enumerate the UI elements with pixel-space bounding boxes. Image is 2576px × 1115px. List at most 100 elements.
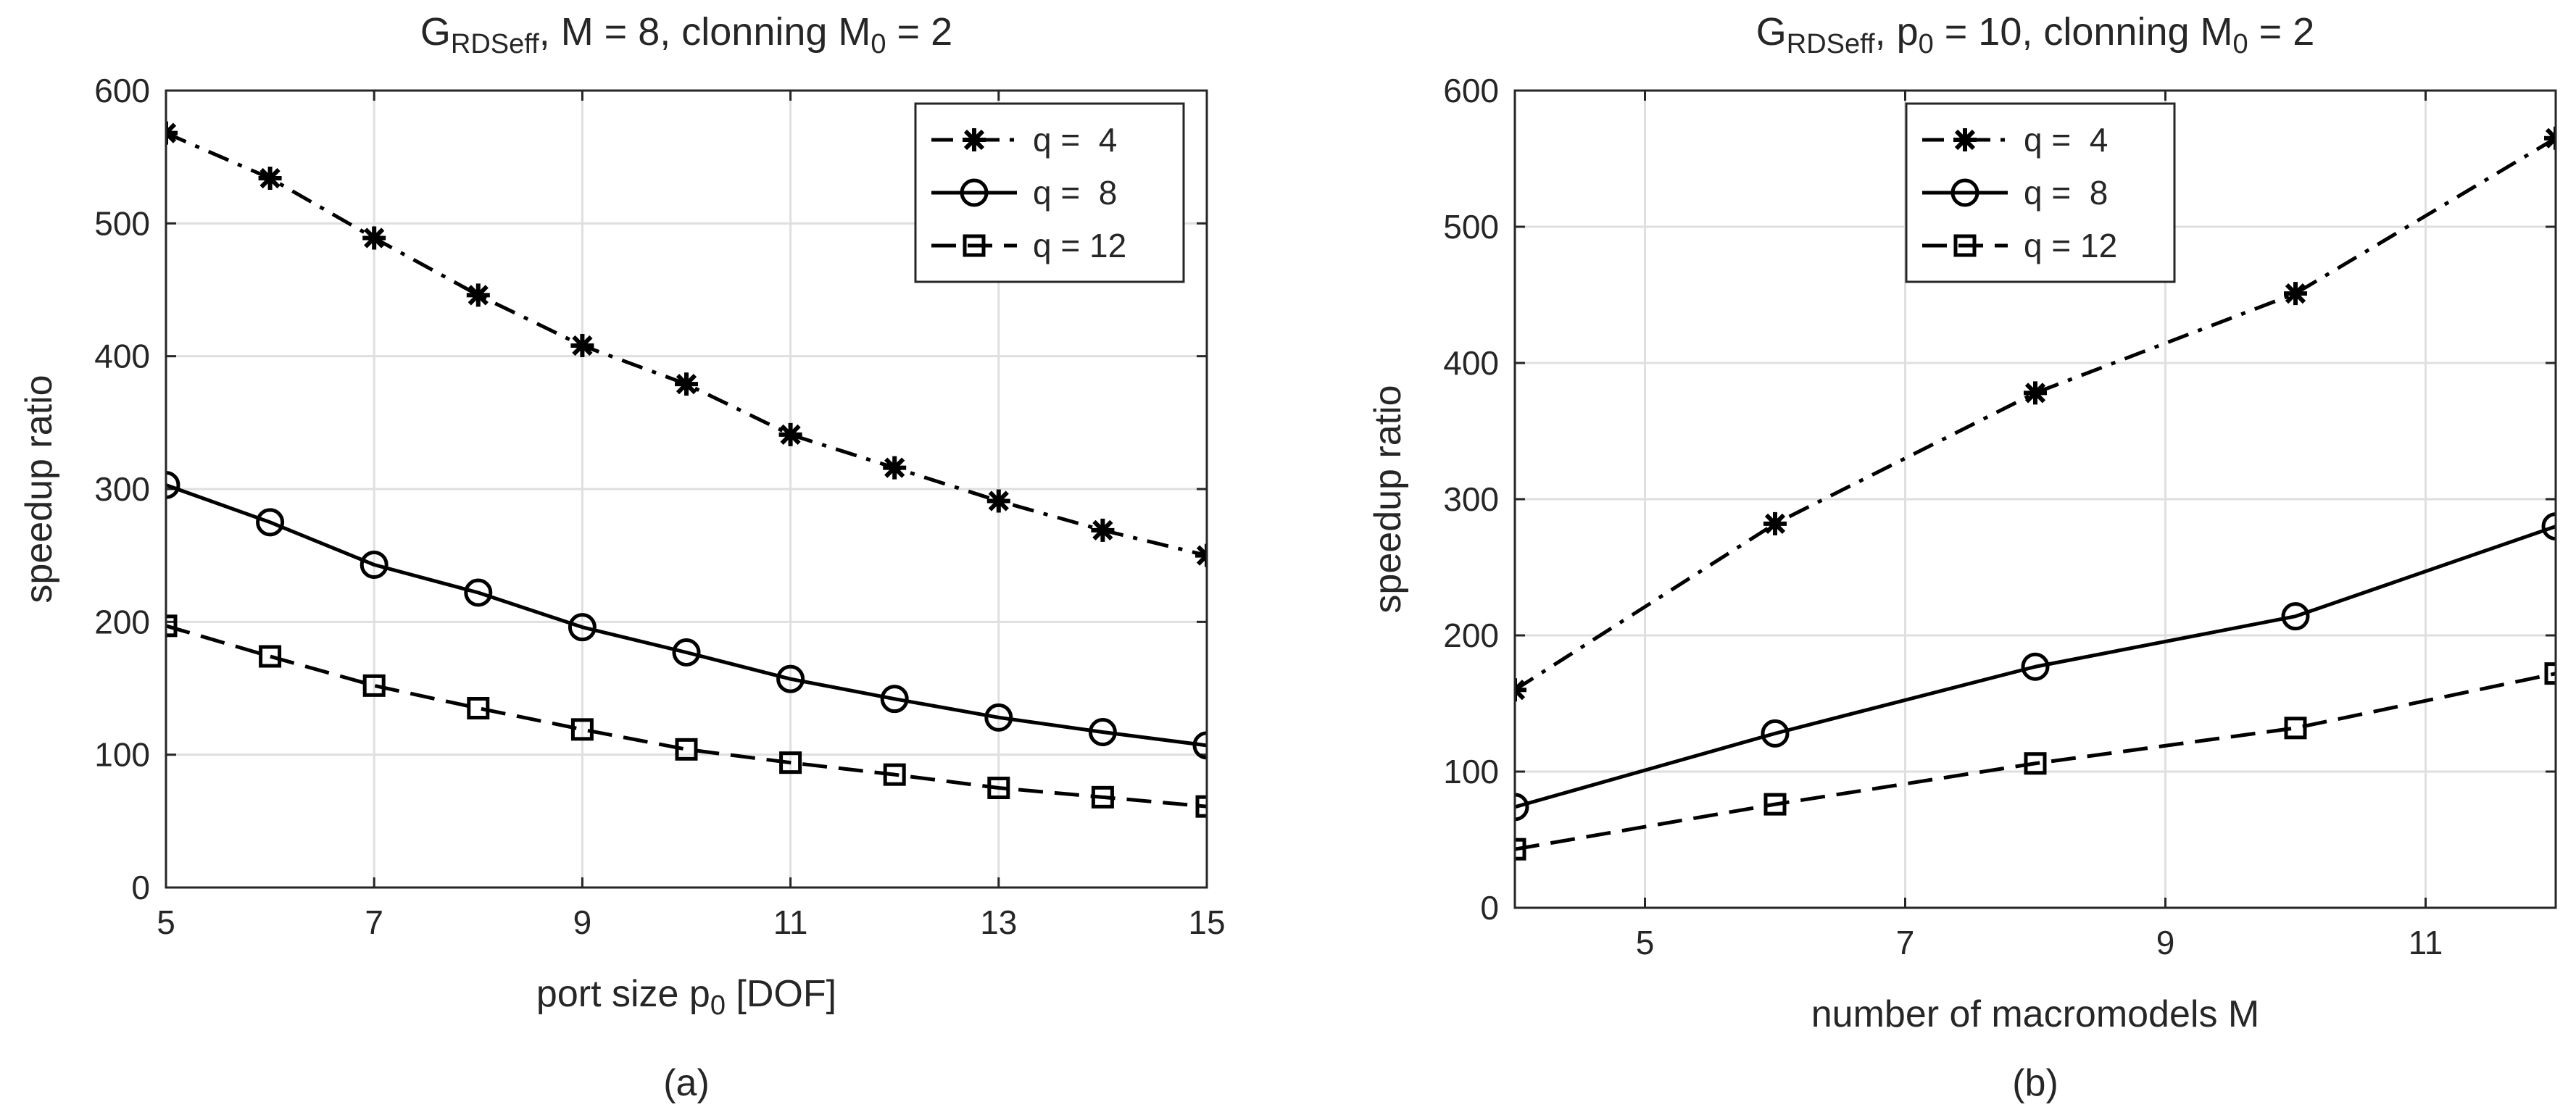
- x-label-text: [DOF]: [726, 973, 836, 1015]
- legend-label: q = 4: [2024, 121, 2108, 159]
- x-tick-label: 5: [157, 903, 175, 941]
- data-point-circle: [776, 664, 805, 693]
- series-1: [166, 121, 1207, 567]
- title-base: G: [420, 10, 451, 54]
- x-tick-label: 15: [1188, 903, 1225, 941]
- data-point-circle: [672, 638, 701, 667]
- data-point-square: [779, 751, 802, 774]
- y-tick-label: 500: [1443, 208, 1499, 246]
- data-point-asterisk: [258, 167, 282, 190]
- y-tick-label: 400: [94, 338, 150, 375]
- data-point-circle: [568, 613, 597, 642]
- title-text: , M = 8, clonning M: [539, 10, 871, 54]
- data-point-square: [1763, 793, 1787, 816]
- series-3: [1515, 662, 2556, 861]
- y-tick-label: 200: [1443, 617, 1499, 654]
- chart-title: GRDSeff, M = 8, clonning M0 = 2: [420, 10, 952, 59]
- x-label-text: number of macromodels M: [1811, 993, 2259, 1035]
- legend-marker-square: [963, 234, 986, 257]
- y-tick-label: 0: [1480, 889, 1499, 927]
- series-3: [166, 614, 1207, 818]
- data-point-circle: [1515, 793, 1529, 822]
- data-point-asterisk: [1091, 518, 1115, 542]
- data-point-circle: [1761, 719, 1790, 748]
- x-tick-label: 7: [1896, 924, 1915, 961]
- title-base: G: [1756, 10, 1787, 54]
- y-tick-label: 200: [94, 603, 150, 640]
- legend-marker-circle: [1950, 178, 1979, 207]
- data-point-circle: [256, 508, 285, 537]
- data-point-square: [362, 674, 386, 697]
- data-point-circle: [2021, 652, 2050, 681]
- x-tick-label: 11: [2409, 924, 2443, 961]
- legend-label: q = 8: [2024, 174, 2108, 212]
- y-tick-label: 600: [94, 72, 150, 109]
- legend: q = 4 q = 8 q = 12: [1905, 102, 2176, 283]
- panel-caption: (a): [663, 1062, 710, 1104]
- data-point-square: [259, 645, 282, 668]
- data-point-square: [1195, 795, 1207, 818]
- y-tick-label: 100: [1443, 753, 1499, 790]
- data-point-circle: [984, 703, 1013, 732]
- data-point-square: [883, 763, 906, 786]
- data-point-asterisk: [778, 422, 802, 446]
- data-point-circle: [880, 685, 909, 714]
- title-text: = 10, clonning M: [1934, 10, 2233, 54]
- chart-panel-a: 5 7 9 11 13 15 0 100 200 300 400 500 600 GRDSeff, M =…: [18, 10, 1226, 1104]
- data-point-square: [1091, 785, 1114, 809]
- axes-box: [165, 89, 1208, 889]
- data-point-circle: [1192, 731, 1207, 760]
- data-point-circle: [1088, 718, 1117, 746]
- title-subscript: RDSeff: [451, 29, 539, 59]
- data-point-square: [2284, 717, 2307, 740]
- data-point-circle: [2281, 602, 2310, 631]
- data-point-square: [675, 738, 698, 761]
- y-tick-label: 600: [1443, 72, 1499, 109]
- data-point-asterisk: [986, 489, 1010, 513]
- legend-label: q = 8: [1033, 174, 1117, 212]
- axes-box: [1513, 89, 2557, 909]
- data-point-square: [987, 777, 1010, 799]
- legend-label: q = 12: [1033, 227, 1126, 264]
- title-subscript: 0: [2233, 29, 2248, 59]
- data-point-square: [166, 614, 178, 638]
- data-point-circle: [464, 578, 493, 607]
- data-point-square: [467, 697, 490, 719]
- title-text: = 2: [886, 10, 953, 54]
- series-2: [166, 471, 1207, 760]
- data-point-asterisk: [883, 456, 907, 480]
- x-axis-label: number of macromodels M: [1811, 993, 2259, 1035]
- series-2: [1515, 512, 2556, 822]
- y-axis-label: speedup ratio: [18, 375, 60, 603]
- data-point-circle: [166, 471, 180, 499]
- data-point-asterisk: [570, 334, 594, 357]
- data-point-asterisk: [2284, 282, 2307, 306]
- x-axis-label: port size p0 [DOF]: [536, 973, 836, 1021]
- legend-marker-square: [1953, 234, 1977, 257]
- data-point-square: [2024, 752, 2047, 775]
- x-label-text: port size p: [536, 973, 710, 1015]
- chart-title: GRDSeff, p0 = 10, clonning M0 = 2: [1756, 10, 2314, 59]
- y-tick-label: 400: [1443, 344, 1499, 382]
- series-line: [1515, 525, 2556, 809]
- y-axis-label: speedup ratio: [1367, 385, 1409, 613]
- data-point-circle: [2541, 512, 2556, 541]
- legend-marker-circle: [960, 178, 989, 207]
- x-tick-label: 7: [365, 903, 383, 941]
- title-subscript: 0: [1919, 29, 1934, 59]
- legend-marker-asterisk: [963, 128, 986, 151]
- legend: q = 4 q = 8 q = 12: [914, 102, 1185, 283]
- title-subscript: 0: [871, 29, 886, 59]
- data-point-square: [2544, 662, 2556, 685]
- x-label-subscript: 0: [710, 990, 726, 1021]
- series-1: [1515, 126, 2556, 702]
- x-tick-label: 9: [573, 903, 592, 941]
- series-line: [166, 624, 1207, 809]
- y-tick-label: 300: [94, 470, 150, 508]
- series-line: [1515, 672, 2556, 851]
- legend-marker-asterisk: [1953, 128, 1977, 151]
- data-point-asterisk: [362, 226, 386, 250]
- data-point-asterisk: [675, 372, 698, 396]
- series-line: [1515, 136, 2556, 692]
- legend-label: q = 12: [2024, 227, 2117, 264]
